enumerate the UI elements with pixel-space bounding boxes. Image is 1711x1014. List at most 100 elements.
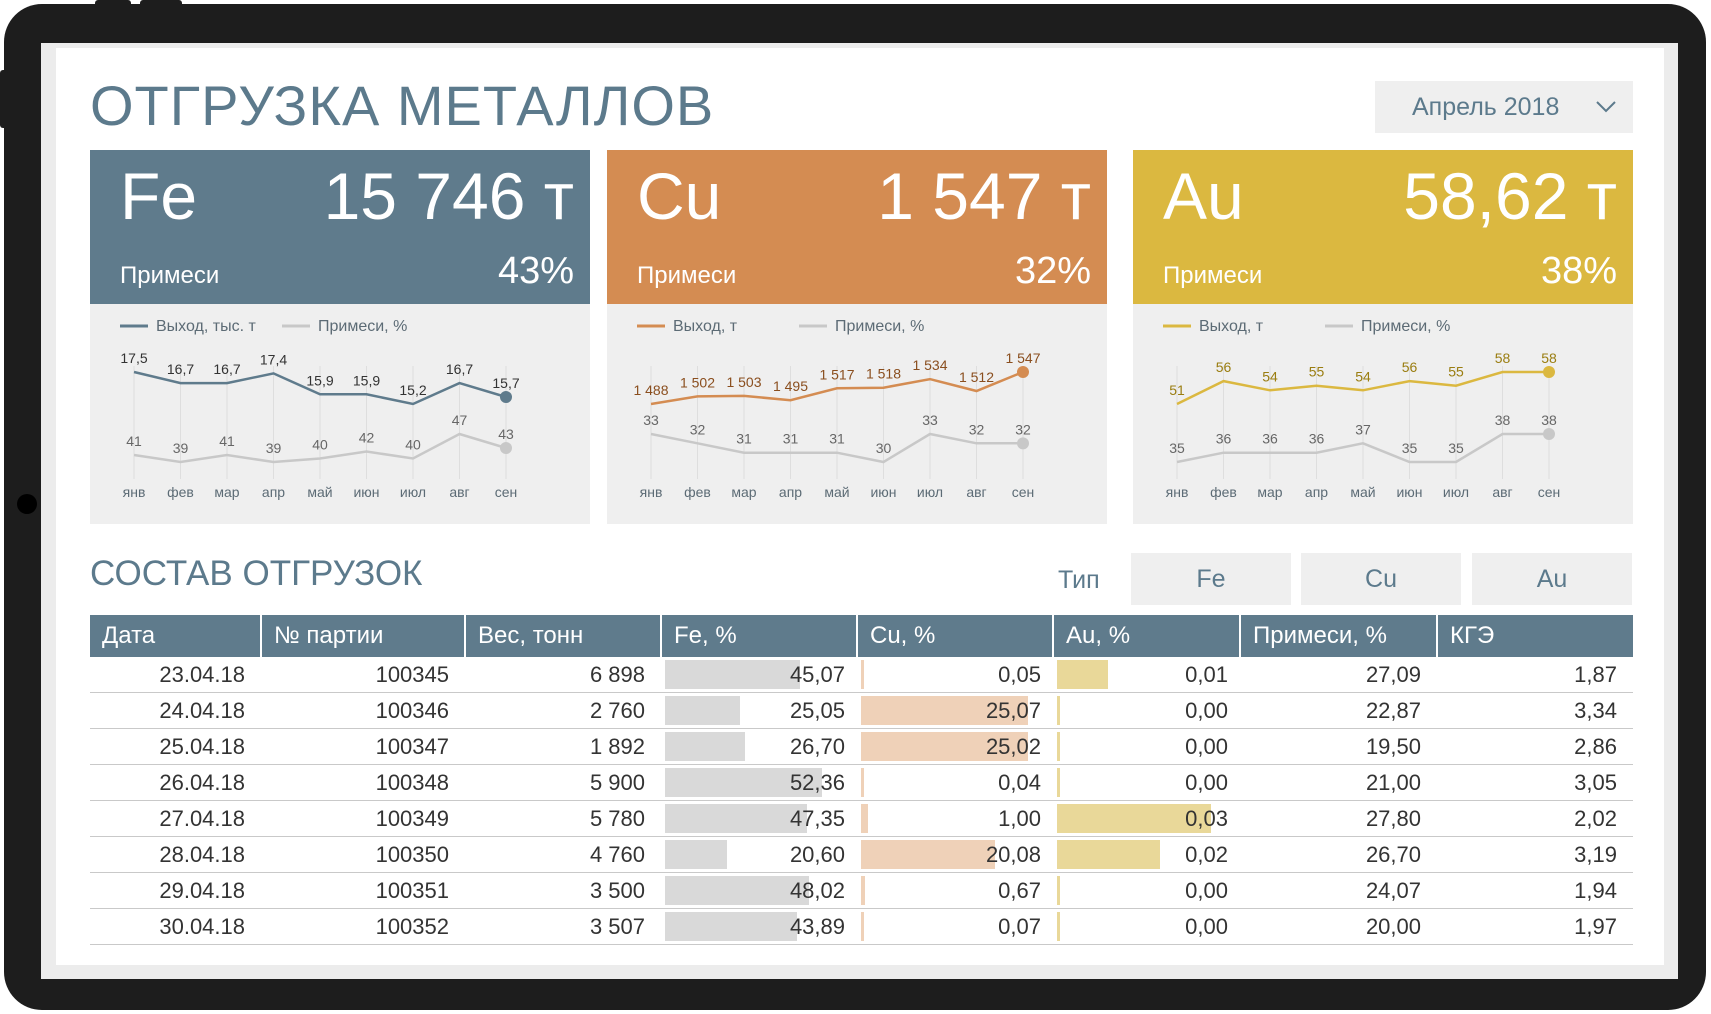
kge-cell: 1,97 xyxy=(1437,908,1633,945)
fe-cell: 45,07 xyxy=(661,657,857,693)
data-label: 31 xyxy=(783,431,799,447)
column-header[interactable]: Cu, % xyxy=(857,615,1054,657)
data-label: 16,7 xyxy=(213,361,240,377)
x-tick-label: авг xyxy=(449,484,469,500)
type-button-au[interactable]: Au xyxy=(1472,553,1632,605)
column-header[interactable]: КГЭ xyxy=(1437,615,1633,657)
fe-share-bar xyxy=(665,840,727,869)
impurity-value: 32% xyxy=(1014,250,1091,292)
fe-share-bar xyxy=(665,732,746,761)
column-header[interactable]: Дата xyxy=(90,615,262,657)
period-value: Апрель 2018 xyxy=(1412,93,1560,121)
au-cell: 0,00 xyxy=(1053,728,1240,765)
impurity-label: Примеси xyxy=(637,262,737,289)
impurity-cell: 26,70 xyxy=(1240,836,1437,873)
series-end-marker xyxy=(500,391,512,404)
au-value: 0,01 xyxy=(1185,662,1228,687)
x-tick-label: июл xyxy=(917,484,943,500)
data-label: 31 xyxy=(736,431,752,447)
x-tick-label: май xyxy=(824,484,849,500)
data-label: 17,4 xyxy=(260,351,287,367)
au-value: 0,00 xyxy=(1185,914,1228,939)
column-header[interactable]: Вес, тонн xyxy=(465,615,662,657)
cu-value: 0,05 xyxy=(998,662,1041,687)
column-header[interactable]: Au, % xyxy=(1053,615,1241,657)
x-tick-label: июл xyxy=(400,484,426,500)
cu-value: 0,04 xyxy=(998,770,1041,795)
type-button-fe[interactable]: Fe xyxy=(1131,553,1291,605)
fe-value: 45,07 xyxy=(789,662,845,687)
fe-cell: 52,36 xyxy=(661,764,857,801)
cu-cell: 0,67 xyxy=(857,872,1053,909)
data-label: 15,7 xyxy=(492,375,519,391)
series-end-marker xyxy=(1543,366,1555,378)
data-label: 33 xyxy=(922,412,938,428)
series-line xyxy=(650,370,1024,406)
batch-cell: 100346 xyxy=(261,692,465,729)
data-label: 15,9 xyxy=(306,372,333,388)
table-row[interactable]: 27.04.18 100349 5 780 47,35 1,00 0,03 27,80 2,0… xyxy=(90,800,1633,837)
impurity-label: Примеси xyxy=(1163,262,1263,289)
legend-label: Примеси, % xyxy=(318,318,407,335)
column-header[interactable]: Fe, % xyxy=(661,615,858,657)
date-cell: 26.04.18 xyxy=(90,764,261,801)
cu-value: 0,67 xyxy=(998,878,1041,903)
cu-cell: 20,08 xyxy=(857,836,1053,873)
data-label: 16,7 xyxy=(167,361,194,377)
cu-cell: 0,05 xyxy=(857,657,1053,693)
data-label: 58 xyxy=(1541,350,1557,366)
impurity-cell: 27,80 xyxy=(1240,800,1437,837)
table-row[interactable]: 25.04.18 100347 1 892 26,70 25,02 0,00 19,50 2,… xyxy=(90,728,1633,765)
fe-share-bar xyxy=(665,696,741,725)
weight-cell: 3 507 xyxy=(465,908,661,945)
type-button-cu[interactable]: Cu xyxy=(1301,553,1461,605)
au-cell: 0,02 xyxy=(1053,836,1240,873)
table-row[interactable]: 30.04.18 100352 3 507 43,89 0,07 0,00 20,00 1,9… xyxy=(90,908,1633,945)
x-tick-label: мар xyxy=(731,484,756,500)
fe-value: 48,02 xyxy=(789,878,845,903)
batch-cell: 100345 xyxy=(261,657,465,693)
x-tick-label: июн xyxy=(1396,484,1422,500)
table-row[interactable]: 28.04.18 100350 4 760 20,60 20,08 0,02 26,70 3,… xyxy=(90,836,1633,873)
data-label: 1 502 xyxy=(680,374,715,390)
kpi-card-au: Au 58,62 т Примеси 38% xyxy=(1133,150,1633,304)
au-cell: 0,00 xyxy=(1053,764,1240,801)
impurity-cell: 24,07 xyxy=(1240,872,1437,909)
cu-share-bar xyxy=(861,840,995,869)
cu-value: 25,02 xyxy=(985,734,1041,759)
x-tick-label: сен xyxy=(1538,484,1561,500)
fe-cell: 43,89 xyxy=(661,908,857,945)
x-tick-label: апр xyxy=(779,484,802,500)
fe-value: 20,60 xyxy=(789,842,845,867)
table-row[interactable]: 23.04.18 100345 6 898 45,07 0,05 0,01 27,09 1,8… xyxy=(90,657,1633,693)
period-dropdown[interactable]: Апрель 2018 xyxy=(1375,81,1633,133)
fe-share-bar xyxy=(665,912,797,941)
x-tick-label: апр xyxy=(262,484,285,500)
table-row[interactable]: 29.04.18 100351 3 500 48,02 0,67 0,00 24,07 1,9… xyxy=(90,872,1633,909)
fe-cell: 47,35 xyxy=(661,800,857,837)
data-label: 35 xyxy=(1169,440,1185,456)
data-label: 35 xyxy=(1448,440,1464,456)
column-header[interactable]: Примеси, % xyxy=(1240,615,1438,657)
data-label: 55 xyxy=(1448,364,1464,380)
weight-cell: 1 892 xyxy=(465,728,661,765)
au-cell: 0,00 xyxy=(1053,908,1240,945)
date-cell: 28.04.18 xyxy=(90,836,261,873)
au-cell: 0,01 xyxy=(1053,657,1240,693)
column-header[interactable]: № партии xyxy=(261,615,466,657)
cu-cell: 0,07 xyxy=(857,908,1053,945)
kpi-card-fe: Fe 15 746 т Примеси 43% xyxy=(90,150,590,304)
series-end-marker xyxy=(1017,437,1029,450)
x-tick-label: авг xyxy=(1492,484,1512,500)
series-line xyxy=(133,432,507,464)
x-tick-label: фев xyxy=(684,484,711,500)
table-row[interactable]: 24.04.18 100346 2 760 25,05 25,07 0,00 22,87 3,… xyxy=(90,692,1633,729)
data-label: 1 512 xyxy=(959,369,994,385)
data-label: 39 xyxy=(173,440,189,456)
data-label: 58 xyxy=(1495,350,1511,366)
section-title: СОСТАВ ОТГРУЗОК xyxy=(90,554,423,593)
table-row[interactable]: 26.04.18 100348 5 900 52,36 0,04 0,00 21,00 3,0… xyxy=(90,764,1633,801)
au-share-bar xyxy=(1057,912,1060,941)
date-cell: 30.04.18 xyxy=(90,908,261,945)
cu-value: 25,07 xyxy=(985,698,1041,723)
